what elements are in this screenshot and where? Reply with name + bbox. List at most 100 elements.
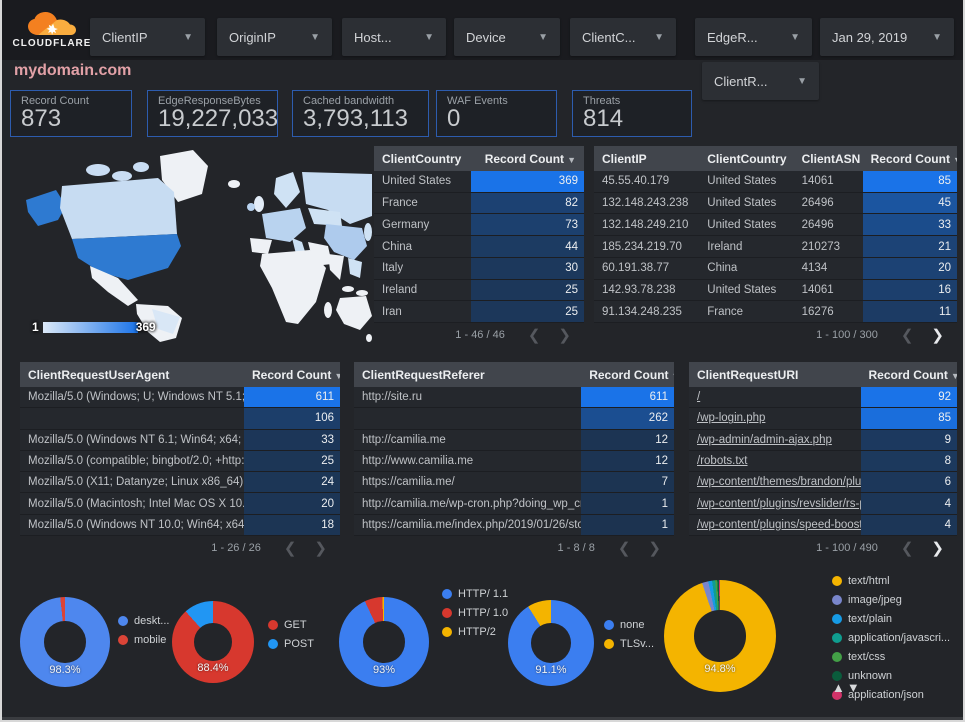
table-row[interactable]: Ireland 25 (374, 279, 584, 302)
table-row[interactable]: Italy 30 (374, 257, 584, 280)
http-protocol-donut-ring[interactable]: 93% (339, 597, 429, 687)
tls-version-donut-ring[interactable]: 91.1% (508, 600, 594, 686)
filter-chip-clientip[interactable]: ClientIP ▼ (90, 18, 205, 56)
date-range-filter[interactable]: Jan 29, 2019 ▼ (820, 18, 954, 56)
map-region-brazil[interactable] (152, 309, 180, 334)
table-row[interactable]: Iran 25 (374, 301, 584, 324)
table-row[interactable]: /wp-content/plugins/speed-booste... 4 (689, 514, 957, 536)
map-region-canada[interactable] (60, 178, 177, 239)
map-region-russia[interactable] (302, 172, 372, 224)
map-region-china[interactable] (324, 224, 367, 260)
table-row[interactable]: 262 (354, 408, 674, 430)
map-region-scandinavia[interactable] (274, 172, 300, 208)
table-row[interactable]: Mozilla/5.0 (Windows; U; Windows NT 5.1;… (20, 387, 340, 409)
map-region-indonesia-2[interactable] (356, 290, 368, 296)
legend-item[interactable]: image/jpeg (832, 594, 928, 607)
table-row[interactable]: http://camilia.me 12 (354, 429, 674, 451)
table-row[interactable]: https://camilia.me/7 (354, 472, 674, 494)
filter-chip-edger[interactable]: EdgeR... ▼ (695, 18, 812, 56)
legend-item[interactable]: none (604, 619, 654, 632)
map-region-madagascar[interactable] (324, 302, 332, 318)
filter-chip-originip[interactable]: OriginIP ▼ (217, 18, 332, 56)
column-header-recordcount[interactable]: Record Count▼ (244, 368, 340, 382)
legend-item[interactable]: mobile (118, 634, 169, 647)
column-header-clientcountry[interactable]: ClientCountry (707, 151, 787, 166)
column-header-recordcount[interactable]: Record Count▼ (484, 151, 576, 166)
next-page-icon[interactable]: ❯ (558, 326, 571, 344)
map-region-australia[interactable] (336, 296, 372, 330)
map-region-arctic-2[interactable] (112, 171, 132, 181)
table-row[interactable]: 106 (20, 408, 340, 430)
table-row[interactable]: 142.93.78.238 United States 14061 16 (594, 279, 957, 302)
uri-link[interactable]: /wp-content/plugins/revslider/rs-p... (697, 497, 861, 510)
table-row[interactable]: 132.148.243.238 United States 26496 45 (594, 192, 957, 215)
column-header-clientcountry[interactable]: ClientCountry (382, 151, 462, 166)
table-row[interactable]: Mozilla/5.0 (compatible; bingbot/2.0; +h… (20, 450, 340, 473)
table-row[interactable]: http://www.camilia.me 12 (354, 450, 674, 473)
legend-item[interactable]: TLSv... (604, 638, 654, 651)
prev-page-icon[interactable]: ❮ (283, 539, 297, 557)
map-region-middle-east[interactable] (308, 242, 332, 266)
legend-item[interactable]: HTTP/ 1.0 (442, 607, 508, 620)
map-region-india[interactable] (328, 254, 344, 280)
map-region-japan[interactable] (364, 223, 372, 241)
legend-item[interactable]: unknown (832, 670, 928, 683)
legend-item[interactable]: deskt... (118, 615, 169, 628)
next-page-icon[interactable]: ❯ (314, 539, 327, 557)
table-row[interactable]: 60.191.38.77 China 4134 20 (594, 257, 957, 280)
column-header-clientrequestreferer[interactable]: ClientRequestReferer (362, 367, 485, 382)
table-row[interactable]: Mozilla/5.0 (Windows NT 10.0; Win64; x64… (20, 514, 340, 536)
map-region-arctic-3[interactable] (133, 162, 149, 172)
map-region-spain[interactable] (250, 238, 272, 254)
uri-link[interactable]: /wp-content/themes/brandon/plu... (697, 476, 861, 489)
map-region-ireland[interactable] (247, 203, 255, 211)
table-row[interactable]: China 44 (374, 236, 584, 258)
table-row[interactable]: / 92 (689, 387, 957, 409)
table-row[interactable]: Mozilla/5.0 (Macintosh; Intel Mac OS X 1… (20, 493, 340, 515)
legend-item[interactable]: text/plain (832, 613, 928, 626)
legend-sort-arrows-icon[interactable]: ▲▼ (832, 680, 862, 695)
map-region-united-states[interactable] (72, 234, 181, 280)
next-page-icon[interactable]: ❯ (931, 326, 944, 344)
table-row[interactable]: 132.148.249.210 United States 26496 33 (594, 214, 957, 237)
uri-link[interactable]: /wp-login.php (697, 412, 766, 425)
table-row[interactable]: United States 369 (374, 171, 584, 193)
uri-link[interactable]: /wp-admin/admin-ajax.php (697, 433, 832, 446)
next-page-icon[interactable]: ❯ (931, 539, 944, 557)
prev-page-icon[interactable]: ❮ (900, 326, 914, 344)
uri-link[interactable]: /robots.txt (697, 454, 748, 467)
filter-chip-host[interactable]: Host... ▼ (342, 18, 446, 56)
table-row[interactable]: 185.234.219.70 Ireland 210273 21 (594, 236, 957, 258)
device-type-donut-ring[interactable]: 98.3% (20, 597, 110, 687)
map-region-mexico[interactable] (90, 266, 138, 306)
map-region-africa[interactable] (260, 250, 326, 324)
column-header-clientrequestuseragent[interactable]: ClientRequestUserAgent (28, 367, 170, 382)
legend-item[interactable]: GET (268, 619, 314, 632)
table-row[interactable]: 91.134.248.235 France 16276 11 (594, 301, 957, 324)
legend-item[interactable]: text/css (832, 651, 928, 664)
map-region-central-asia[interactable] (308, 208, 342, 226)
table-row[interactable]: /wp-content/plugins/revslider/rs-p... 4 (689, 493, 957, 515)
map-region-se-asia[interactable] (348, 258, 362, 278)
column-header-clientrequesturi[interactable]: ClientRequestURI (697, 367, 799, 382)
map-region-iceland[interactable] (228, 180, 240, 188)
map-region-greenland[interactable] (160, 150, 208, 202)
legend-item[interactable]: HTTP/ 1.1 (442, 588, 508, 601)
table-row[interactable]: /wp-admin/admin-ajax.php 9 (689, 429, 957, 451)
table-row[interactable]: France 82 (374, 192, 584, 215)
table-row[interactable]: Germany 73 (374, 214, 584, 237)
table-row[interactable]: /wp-login.php 85 (689, 408, 957, 430)
table-row[interactable]: https://camilia.me/index.php/2019/01/26/… (354, 514, 674, 536)
legend-item[interactable]: application/javascri... (832, 632, 950, 645)
table-row[interactable]: /wp-content/themes/brandon/plu... 6 (689, 472, 957, 494)
map-region-uk[interactable] (254, 196, 264, 212)
prev-page-icon[interactable]: ❮ (617, 539, 631, 557)
request-method-donut-ring[interactable]: 88.4% (172, 601, 254, 683)
content-type-donut-ring[interactable]: 94.8% (664, 580, 776, 692)
filter-chip-clientr[interactable]: ClientR... ▼ (702, 62, 819, 100)
map-region-arctic-1[interactable] (86, 164, 110, 176)
map-region-alaska[interactable] (26, 190, 66, 226)
column-header-clientasn[interactable]: ClientASN (801, 151, 861, 166)
map-region-new-zealand[interactable] (366, 334, 372, 342)
prev-page-icon[interactable]: ❮ (527, 326, 541, 344)
